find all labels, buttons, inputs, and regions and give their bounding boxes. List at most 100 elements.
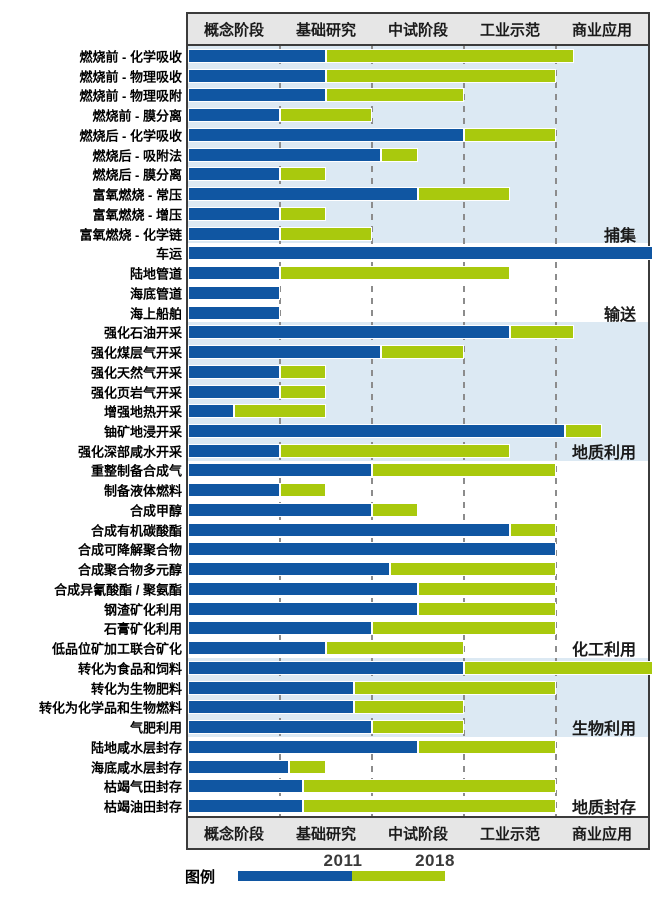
tech-row: 富氧燃烧 - 常压 bbox=[92, 184, 648, 204]
tech-row: 铀矿地浸开采 bbox=[104, 421, 648, 441]
bar-2011 bbox=[188, 463, 372, 478]
bar-2018 bbox=[326, 48, 575, 63]
bar-2018 bbox=[418, 187, 510, 202]
row-label: 燃烧前 - 物理吸附 bbox=[79, 88, 182, 104]
section-生物利用: 转化为食品和饲料 转化为生物肥料 转化为化学品和生物燃料 气肥利用 生物利用 bbox=[39, 658, 653, 738]
tech-row: 钢渣矿化利用 bbox=[104, 599, 648, 619]
bar-track bbox=[188, 88, 648, 103]
bar-2018 bbox=[418, 601, 556, 616]
row-label: 燃烧后 - 膜分离 bbox=[92, 167, 182, 183]
tech-row: 海底管道 bbox=[130, 283, 648, 303]
row-label: 海底管道 bbox=[129, 286, 182, 302]
bar-2011 bbox=[188, 502, 372, 517]
row-label: 合成聚合物多元醇 bbox=[77, 562, 182, 578]
legend-label-2011: 2011 bbox=[323, 851, 363, 870]
bar-2011 bbox=[188, 305, 280, 320]
bar-track bbox=[188, 799, 648, 814]
bar-track bbox=[188, 167, 648, 182]
bar-track bbox=[188, 700, 648, 715]
bar-2011 bbox=[188, 364, 280, 379]
bar-2018 bbox=[353, 700, 464, 715]
bar-2011 bbox=[188, 167, 280, 182]
bar-track bbox=[188, 246, 653, 261]
bar-2018 bbox=[372, 463, 556, 478]
bar-2018 bbox=[510, 325, 575, 340]
tech-row: 合成异氰酸酯 / 聚氨酯 bbox=[54, 579, 648, 599]
tech-row: 强化深部咸水开采 地质利用 bbox=[78, 441, 648, 462]
bar-track bbox=[188, 285, 648, 300]
group-label: 化工利用 bbox=[571, 642, 636, 660]
bar-track bbox=[188, 621, 648, 636]
row-label: 富氧燃烧 - 常压 bbox=[92, 187, 182, 203]
row-label: 强化煤层气开采 bbox=[90, 345, 182, 361]
bar-2011 bbox=[188, 187, 418, 202]
bar-track bbox=[188, 108, 648, 123]
bar-2011 bbox=[188, 700, 354, 715]
stage-label: 概念阶段 bbox=[203, 825, 264, 843]
tech-row: 燃烧前 - 物理吸收 bbox=[79, 66, 648, 86]
bar-track bbox=[188, 522, 648, 537]
stage-header-top: 概念阶段 基础研究 中试阶段 工业示范 商业应用 bbox=[188, 14, 648, 46]
stage-label: 中试阶段 bbox=[387, 825, 448, 843]
bar-track bbox=[188, 542, 648, 557]
group-label: 输送 bbox=[603, 306, 636, 324]
tech-row: 石膏矿化利用 bbox=[104, 619, 648, 639]
row-label: 合成异氰酸酯 / 聚氨酯 bbox=[54, 582, 182, 598]
bar-2011 bbox=[188, 88, 326, 103]
row-label: 燃烧后 - 化学吸收 bbox=[79, 128, 182, 144]
stage-label: 中试阶段 bbox=[387, 21, 448, 39]
bar-track bbox=[188, 680, 648, 695]
tech-row: 强化石油开采 bbox=[104, 322, 648, 342]
tech-row: 富氧燃烧 - 增压 bbox=[92, 204, 648, 224]
bar-2018 bbox=[326, 68, 556, 83]
tech-row: 转化为生物肥料 bbox=[91, 678, 648, 698]
row-label: 海底咸水层封存 bbox=[90, 760, 182, 776]
bar-track bbox=[188, 364, 648, 379]
bar-2011 bbox=[188, 680, 354, 695]
bar-track bbox=[188, 502, 648, 517]
tech-row: 枯竭气田封存 bbox=[104, 777, 648, 797]
legend-title: 图例 bbox=[185, 869, 216, 886]
bar-2018 bbox=[280, 266, 510, 281]
bar-2018 bbox=[326, 88, 464, 103]
bar-2018 bbox=[234, 404, 326, 419]
tech-row: 燃烧前 - 物理吸附 bbox=[79, 86, 648, 106]
row-label: 强化页岩气开采 bbox=[90, 385, 182, 401]
tech-row: 车运 bbox=[156, 243, 653, 263]
bar-2018 bbox=[303, 779, 556, 794]
bar-track bbox=[188, 424, 648, 439]
bar-2018 bbox=[372, 502, 418, 517]
bar-2018 bbox=[289, 759, 326, 774]
bar-track bbox=[188, 660, 653, 675]
tech-row: 燃烧前 - 膜分离 bbox=[92, 105, 648, 125]
row-label: 陆地管道 bbox=[129, 266, 182, 282]
bar-2011 bbox=[188, 127, 464, 142]
group-label: 地质利用 bbox=[571, 444, 636, 462]
bar-2018 bbox=[326, 641, 464, 656]
group-label: 捕集 bbox=[603, 227, 636, 245]
bar-2011 bbox=[188, 739, 418, 754]
row-label: 转化为食品和饲料 bbox=[77, 661, 182, 677]
row-label: 强化石油开采 bbox=[103, 325, 182, 341]
bar-track bbox=[188, 581, 648, 596]
bar-2011 bbox=[188, 483, 280, 498]
bar-2011 bbox=[188, 720, 372, 735]
row-label: 低品位矿加工联合矿化 bbox=[51, 641, 182, 657]
row-label: 钢渣矿化利用 bbox=[103, 602, 182, 618]
tech-row: 增强地热开采 bbox=[104, 401, 648, 421]
bar-track bbox=[188, 206, 648, 221]
chart-frame: 概念阶段 基础研究 中试阶段 工业示范 商业应用 燃烧前 - 化学吸收 燃烧前 - 物理吸… bbox=[39, 12, 653, 850]
bar-2018 bbox=[464, 127, 556, 142]
tech-row: 气肥利用 生物利用 bbox=[130, 717, 648, 738]
bar-2011 bbox=[188, 108, 280, 123]
row-label: 合成有机碳酸酯 bbox=[90, 523, 182, 539]
bar-2011 bbox=[188, 226, 280, 241]
tech-row: 制备液体燃料 bbox=[104, 480, 648, 500]
group-label: 地质封存 bbox=[571, 800, 636, 818]
bar-2011 bbox=[188, 48, 326, 63]
bar-2018 bbox=[353, 680, 556, 695]
bar-track bbox=[188, 463, 648, 478]
bar-2018 bbox=[303, 799, 556, 814]
row-label: 燃烧前 - 物理吸收 bbox=[79, 69, 182, 85]
row-label: 增强地热开采 bbox=[103, 404, 182, 420]
